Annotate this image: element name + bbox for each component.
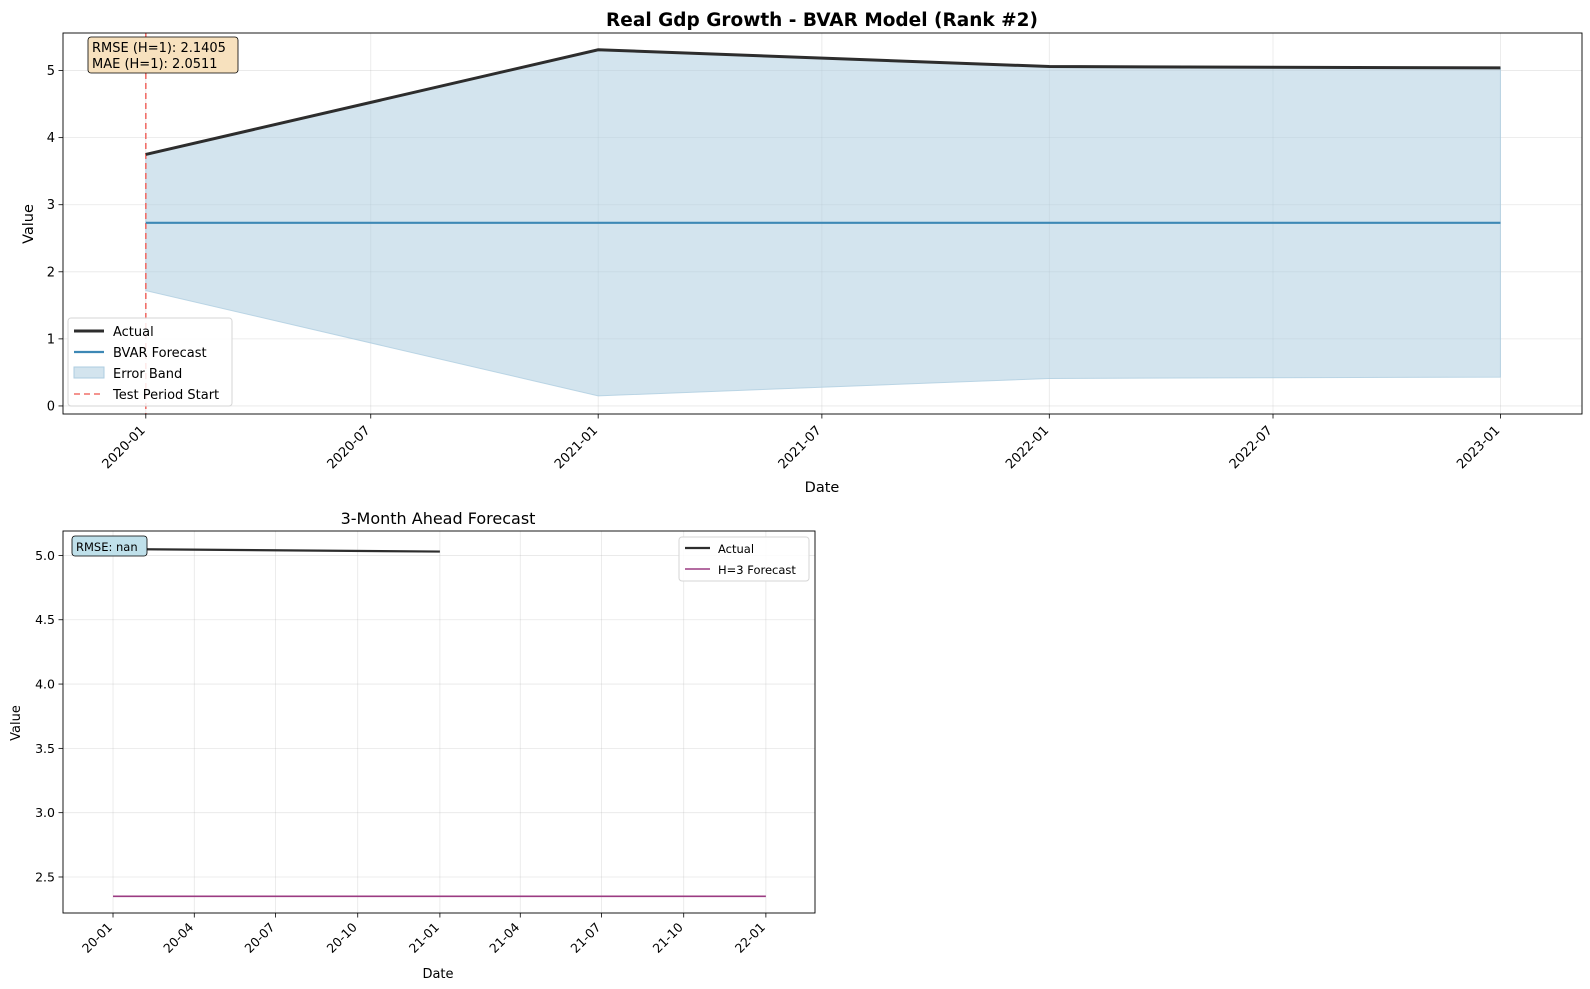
legend: Actual BVAR Forecast Error Band Test Per… [67,317,233,407]
x-tick-label: 2020-07 [325,423,374,472]
x-axis-label: Date [422,967,453,982]
x-tick-label: 2022-01 [1003,423,1052,472]
x-axis-label: Date [805,480,840,496]
x-tick-label: 20-01 [79,920,115,956]
legend-label-test-start: Test Period Start [112,388,219,403]
x-tick-label: 21-07 [567,920,603,956]
annotation-line-rmse: RMSE: nan [76,540,138,554]
y-tick-label: 4 [47,131,55,146]
x-tick-label: 21-01 [406,920,442,956]
chart-title: 3-Month Ahead Forecast [341,509,536,528]
y-tick-label: 3.5 [35,741,55,756]
y-tick-label: 1 [47,332,55,347]
x-tick-label: 2023-01 [1454,423,1503,472]
x-tick-label: 22-01 [732,920,768,956]
chart-real-gdp-growth: 2020-01 2020-07 2021-01 2021-07 2022-01 2022-… [21,10,1583,496]
y-tick-label: 3.0 [35,805,55,820]
y-axis-label: Value [9,705,24,741]
y-tick-label: 0 [47,399,55,414]
x-tick-label: 2022-07 [1227,423,1276,472]
y-tick-label: 4.5 [35,612,55,627]
legend-label-actual: Actual [113,325,154,340]
x-tick-label: 2021-07 [776,423,825,472]
x-tick-label: 2021-01 [552,423,601,472]
x-axis-ticks: 2020-01 2020-07 2021-01 2021-07 2022-01 2022-… [100,414,1503,472]
y-axis-ticks: 0 1 2 3 4 5 [47,64,63,414]
actual-line [145,48,1501,156]
y-axis-label: Value [21,204,37,244]
chart-3-month-ahead: 20-01 20-04 20-07 20-10 21-01 21-04 21-07 21-10… [9,509,816,982]
y-axis-ticks: 2.5 3.0 3.5 4.0 4.5 5.0 [35,548,63,884]
annotation-line-rmse: RMSE (H=1): 2.1405 [92,41,226,56]
x-tick-label: 20-04 [160,919,196,955]
metrics-annotation: RMSE: nan [71,535,148,557]
y-tick-label: 5 [47,64,55,79]
plot-frame [62,32,1583,415]
actual-line [113,547,440,553]
y-tick-label: 2 [47,265,55,280]
plot-frame [62,530,816,914]
x-tick-label: 21-04 [486,919,522,955]
legend-label-actual: Actual [718,542,754,556]
x-axis-ticks: 20-01 20-04 20-07 20-10 21-01 21-04 21-07 21-10… [79,913,768,956]
legend-label-forecast: BVAR Forecast [113,346,207,361]
legend-swatch-error-band [73,366,105,379]
x-tick-label: 20-07 [241,920,277,956]
x-tick-label: 21-10 [650,919,686,955]
y-tick-label: 5.0 [35,548,55,563]
legend-label-error-band: Error Band [113,367,182,382]
annotation-line-mae: MAE (H=1): 2.0511 [92,57,218,72]
x-tick-label: 2020-01 [100,423,149,472]
legend-label-h3-forecast: H=3 Forecast [718,563,796,577]
x-tick-label: 20-10 [324,919,360,955]
metrics-annotation: RMSE (H=1): 2.1405 MAE (H=1): 2.0511 [87,36,239,74]
chart-title: Real Gdp Growth - BVAR Model (Rank #2) [606,10,1038,31]
y-tick-label: 4.0 [35,677,55,692]
y-tick-label: 3 [47,198,55,213]
y-tick-label: 2.5 [35,869,55,884]
legend: Actual H=3 Forecast [678,536,810,582]
